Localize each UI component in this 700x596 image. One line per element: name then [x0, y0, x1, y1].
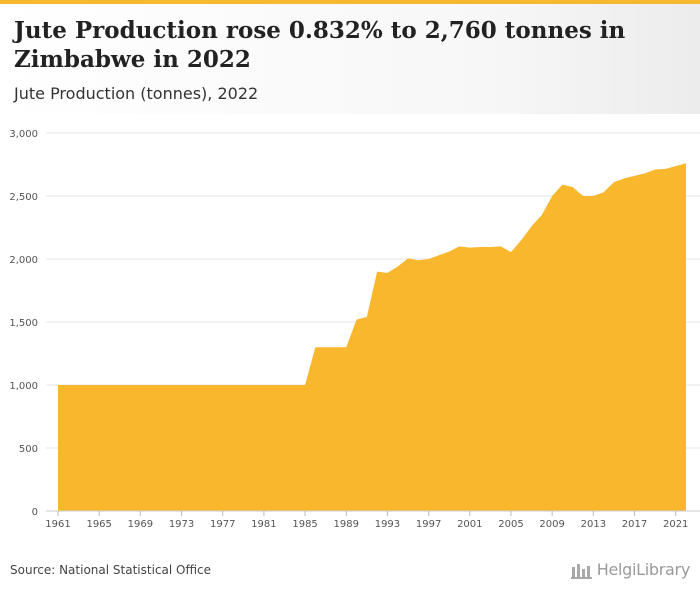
y-tick-label: 500 — [19, 444, 38, 455]
x-tick-label: 1969 — [128, 519, 153, 530]
y-tick-label: 0 — [32, 507, 38, 518]
chart-title: Jute Production rose 0.832% to 2,760 ton… — [14, 17, 626, 73]
brand-logo[interactable]: HelgiLibrary — [570, 560, 691, 579]
x-tick-label: 1989 — [334, 519, 359, 530]
x-tick-label: 1985 — [292, 519, 317, 530]
x-tick-label: 1993 — [375, 519, 400, 530]
x-tick-label: 1965 — [86, 519, 111, 530]
x-tick-label: 2021 — [663, 519, 688, 530]
x-tick-label: 2005 — [498, 519, 523, 530]
x-tick-label: 2009 — [539, 519, 564, 530]
chart-subtitle: Jute Production (tonnes), 2022 — [14, 84, 259, 103]
x-tick-label: 2001 — [457, 519, 482, 530]
y-tick-label: 2,500 — [9, 192, 38, 203]
x-tick-label: 2013 — [581, 519, 606, 530]
y-tick-label: 1,000 — [9, 381, 38, 392]
y-tick-label: 3,000 — [9, 129, 38, 140]
x-tick-label: 1997 — [416, 519, 441, 530]
source-note: Source: National Statistical Office — [10, 563, 212, 577]
area-chart: 0 500 1,000 1,500 2,000 2,500 3,000 1961 1965 196… — [9, 129, 700, 530]
top-accent-bar — [0, 0, 700, 4]
x-tick-label: 1977 — [210, 519, 235, 530]
axis-layer: 0 500 1,000 1,500 2,000 2,500 3,000 1961 1965 196… — [9, 129, 700, 530]
x-tick-label: 2017 — [622, 519, 647, 530]
brand-name: HelgiLibrary — [596, 560, 691, 579]
x-tick-label: 1981 — [251, 519, 276, 530]
area-layer — [58, 163, 686, 512]
x-tick-label: 1973 — [169, 519, 194, 530]
chart-header: Jute Production rose 0.832% to 2,760 ton… — [0, 4, 700, 114]
series-area — [58, 163, 686, 512]
y-tick-label: 2,000 — [9, 255, 38, 266]
x-tick-label: 1961 — [45, 519, 70, 530]
library-icon — [570, 563, 592, 579]
y-tick-label: 1,500 — [9, 318, 38, 329]
